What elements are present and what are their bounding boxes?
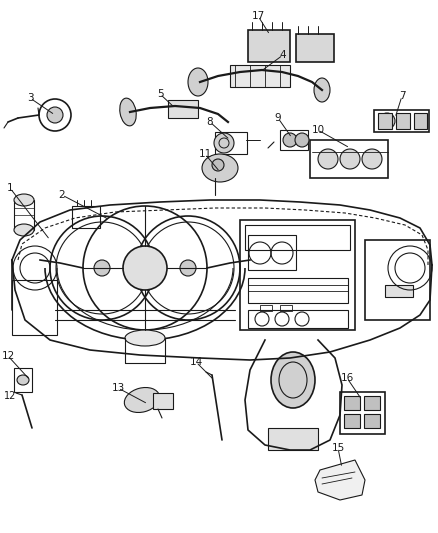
Circle shape [123,246,167,290]
Ellipse shape [295,133,309,147]
Bar [12,280,57,335]
Bar [72,206,100,228]
Bar [280,305,292,311]
Text: 7: 7 [399,91,405,101]
Bar [280,130,308,150]
Bar [248,310,348,328]
Ellipse shape [314,78,330,102]
Ellipse shape [17,375,29,385]
Circle shape [340,149,360,169]
Bar [365,240,430,320]
Text: 10: 10 [311,125,325,135]
Text: 12: 12 [4,391,16,401]
Bar [344,396,360,410]
Bar [378,113,392,129]
Bar [374,110,429,132]
Ellipse shape [379,113,395,129]
Text: 14: 14 [189,357,203,367]
Text: 2: 2 [59,190,65,200]
Ellipse shape [271,352,315,408]
Bar [168,100,198,118]
Bar [248,235,296,270]
Bar [248,30,290,62]
Text: 16: 16 [340,373,353,383]
Ellipse shape [214,133,234,153]
Bar [396,113,410,129]
Text: 17: 17 [251,11,265,21]
Bar [14,200,34,230]
Ellipse shape [14,194,34,206]
Bar [230,65,290,87]
Circle shape [362,149,382,169]
Circle shape [318,149,338,169]
Ellipse shape [14,224,34,236]
Ellipse shape [283,133,297,147]
Text: 8: 8 [207,117,213,127]
Ellipse shape [120,98,136,126]
Bar [344,414,360,428]
Bar [414,113,427,129]
Bar [340,392,385,434]
Bar [364,396,380,410]
Bar [260,305,272,311]
Bar [240,220,355,330]
Circle shape [180,260,196,276]
Bar [364,414,380,428]
Text: 9: 9 [275,113,281,123]
Bar [310,140,388,178]
Text: 12: 12 [1,351,14,361]
Bar [153,393,173,409]
Bar [296,34,334,62]
Circle shape [212,159,224,171]
Polygon shape [315,460,365,500]
Text: 13: 13 [111,383,125,393]
Bar [248,278,348,303]
Ellipse shape [188,68,208,96]
Bar [385,285,413,297]
Circle shape [47,107,63,123]
Ellipse shape [124,387,160,413]
Ellipse shape [125,330,165,346]
Text: 3: 3 [27,93,33,103]
Bar [14,368,32,392]
Ellipse shape [202,154,238,182]
Text: 5: 5 [157,89,163,99]
Text: 11: 11 [198,149,212,159]
Text: 15: 15 [332,443,345,453]
Text: 1: 1 [7,183,13,193]
Bar [268,428,318,450]
Circle shape [94,260,110,276]
Text: 4: 4 [280,50,286,60]
Bar [245,225,350,250]
Bar [215,132,247,154]
